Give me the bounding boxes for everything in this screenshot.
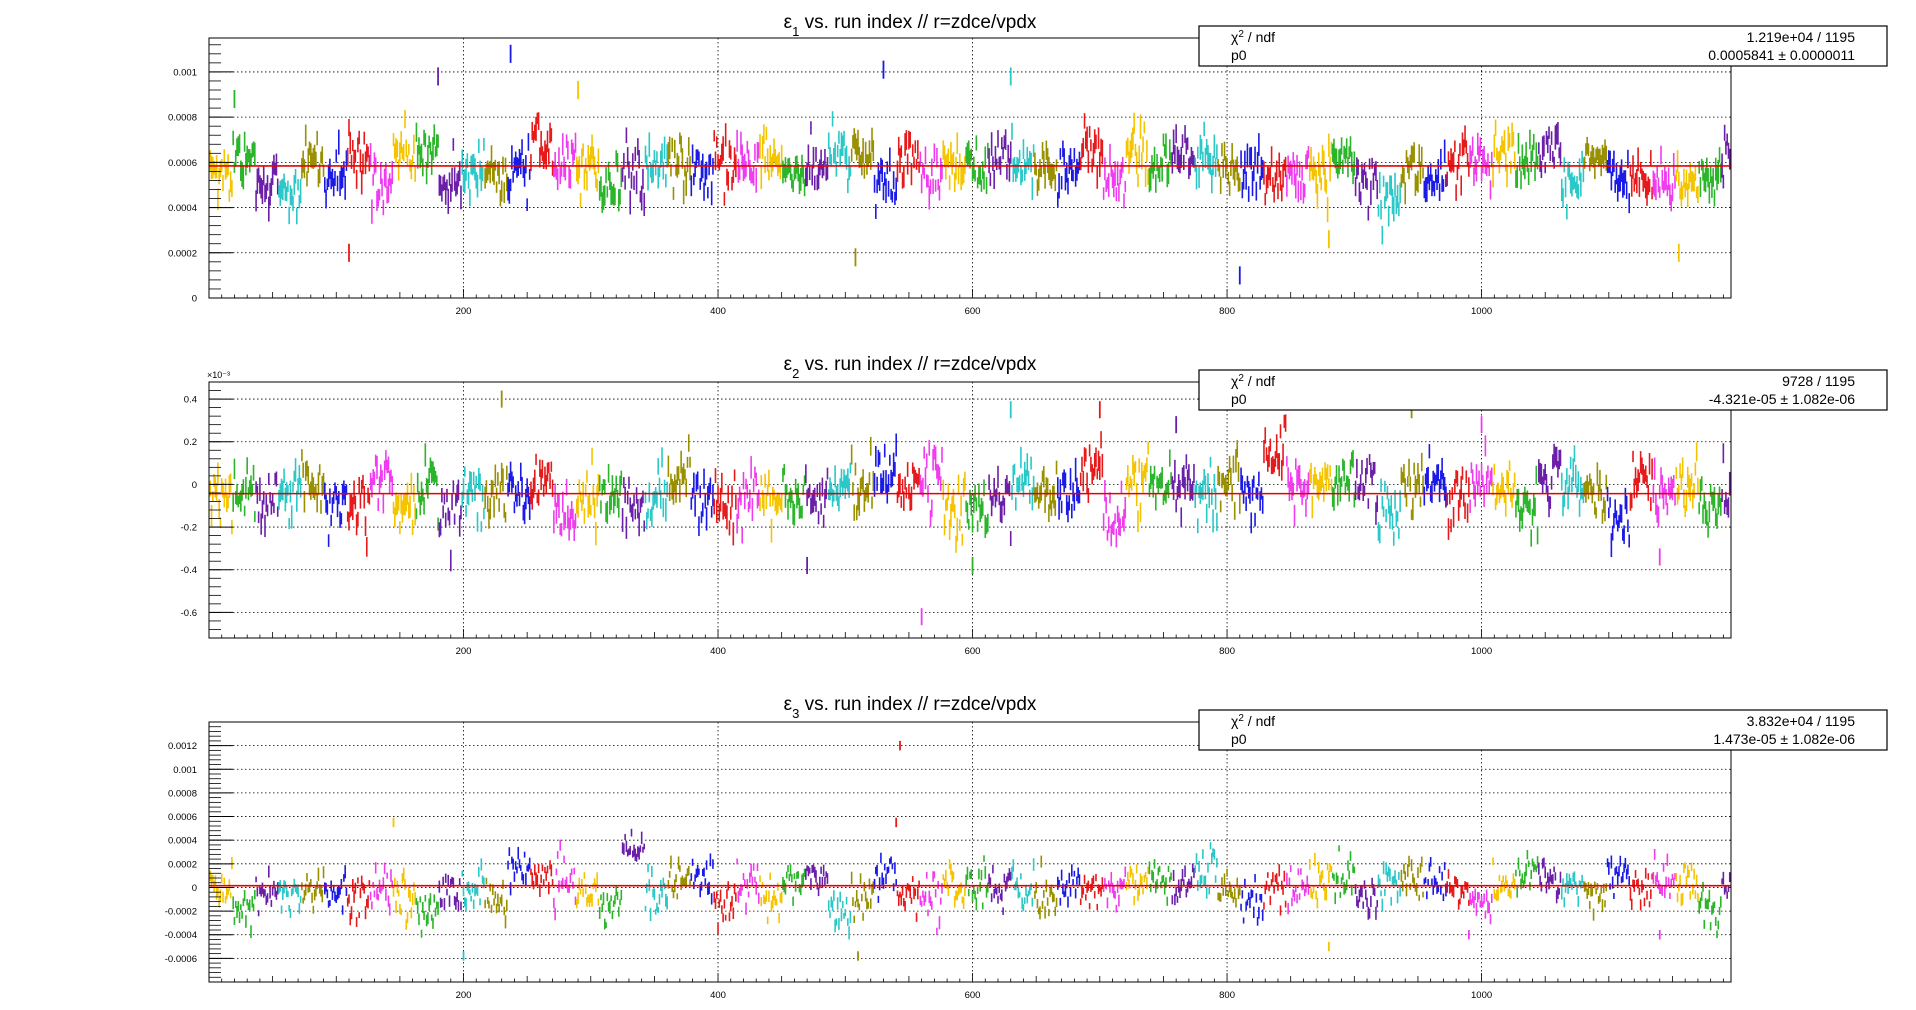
data-points [209,740,1731,961]
x-tick-label: 800 [1219,646,1235,657]
y-tick-label: 0 [192,294,197,305]
p0-value: 1.473e-05 ± 1.082e-06 [1713,731,1855,747]
y-tick-label: 0.0002 [168,859,197,870]
y-axis: -0.6 -0.4 -0.2 0 0.2 0.4 ×10⁻³ [181,370,233,639]
panel-title: ε1 vs. run index // r=zdce/vpdx [784,12,1037,39]
fit-stats-box: χ2 / ndf 1.219e+04 / 1195 p0 0.0005841 ± 0.… [1198,25,1888,67]
x-tick-label: 1000 [1471,646,1492,657]
y-tick-label: 0.0002 [168,248,197,259]
y-tick-label: 0.0004 [168,203,197,214]
y-axis: -0.0006 -0.0004 -0.0002 0 0.0002 0.0004 0.0006… [165,721,233,983]
chi2-value: 1.219e+04 / 1195 [1747,29,1856,45]
x-tick-label: 1000 [1471,306,1492,317]
y-tick-label: 0.0012 [168,741,197,752]
x-tick-label: 800 [1219,306,1235,317]
x-tick-label: 600 [965,306,981,317]
y-axis-multiplier: ×10⁻³ [207,370,230,380]
grid-lines [209,382,1731,638]
y-tick-label: 0.2 [184,437,197,448]
y-tick-label: -0.2 [181,523,197,534]
chi2-value: 9728 / 1195 [1782,373,1855,389]
panel-title: ε2 vs. run index // r=zdce/vpdx [784,354,1037,381]
y-tick-label: -0.4 [181,565,197,576]
x-tick-label: 200 [456,646,472,657]
panel-3: ε3 vs. run index // r=zdce/vpdx-0.0006-0… [165,694,1888,1001]
y-tick-label: -0.0004 [165,930,197,941]
y-tick-label: -0.6 [181,608,197,619]
x-tick-label: 200 [456,306,472,317]
x-axis: 200 400 600 800 1000 [208,289,1724,317]
plot-frame [208,381,1732,639]
y-tick-label: 0.0008 [168,788,197,799]
fit-stats-box: χ2 / ndf 3.832e+04 / 1195 p0 1.473e-05 ± 1.… [1198,709,1888,751]
p0-label: p0 [1231,47,1247,63]
y-tick-label: 0.0006 [168,812,197,823]
p0-label: p0 [1231,391,1247,407]
p0-value: -4.321e-05 ± 1.082e-06 [1709,391,1855,407]
y-tick-label: 0 [192,883,197,894]
x-tick-label: 400 [710,306,726,317]
stats-box-frame [1198,709,1888,751]
x-tick-label: 400 [710,646,726,657]
y-tick-label: 0.0008 [168,113,197,124]
y-axis: 0 0.0002 0.0004 0.0006 0.0008 0.001 [168,44,233,305]
chi2-value: 3.832e+04 / 1195 [1747,713,1856,729]
data-points [209,44,1731,285]
chi2-label: χ2 / ndf [1231,713,1275,730]
panel-1: ε1 vs. run index // r=zdce/vpdx 0 0.0002 0.… [168,12,1888,317]
x-tick-label: 600 [965,990,981,1001]
x-tick-label: 200 [456,990,472,1001]
fit-stats-box: χ2 / ndf 9728 / 1195 p0 -4.321e-05 ± 1.082e… [1198,369,1888,411]
plot-frame [208,37,1732,299]
y-tick-label: 0.001 [173,67,197,78]
x-tick-label: 1000 [1471,990,1492,1001]
chi2-label: χ2 / ndf [1231,29,1275,46]
panel-title: ε3 vs. run index // r=zdce/vpdx [784,694,1037,721]
y-tick-label: 0 [192,480,197,491]
x-tick-label: 400 [710,990,726,1001]
chi2-label: χ2 / ndf [1231,373,1275,390]
y-tick-label: -0.0002 [165,907,197,918]
x-axis: 200 400 600 800 1000 [208,973,1724,1001]
x-tick-label: 800 [1219,990,1235,1001]
p0-label: p0 [1231,731,1247,747]
stats-box-frame [1198,369,1888,411]
grid-lines [209,722,1731,982]
x-tick-label: 600 [965,646,981,657]
stats-box-frame [1198,25,1888,67]
panel-2: ε2 vs. run index // r=zdce/vpdx-0.6-0.4-… [181,354,1888,657]
y-tick-label: -0.0006 [165,954,197,965]
x-axis: 200 400 600 800 1000 [208,629,1724,657]
p0-value: 0.0005841 ± 0.0000011 [1708,47,1855,63]
y-tick-label: 0.0006 [168,158,197,169]
plot-frame [208,721,1732,983]
y-tick-label: 0.001 [173,765,197,776]
y-tick-label: 0.4 [184,395,197,406]
y-tick-label: 0.0004 [168,836,197,847]
data-points [209,390,1731,626]
